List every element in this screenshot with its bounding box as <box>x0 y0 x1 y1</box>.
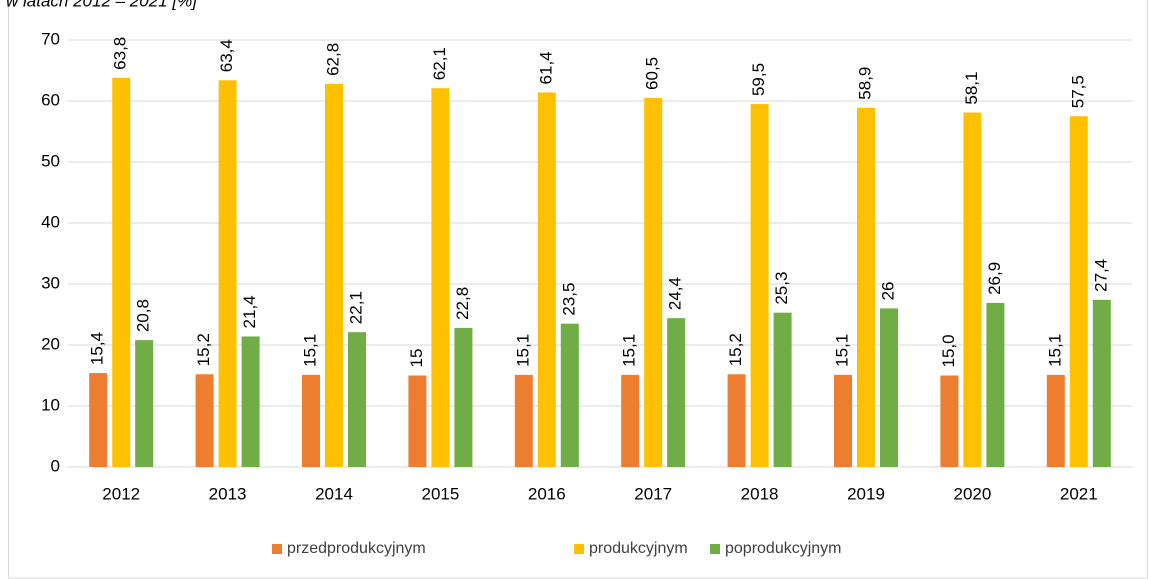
data-label: 62,1 <box>430 47 449 80</box>
bar <box>241 336 260 467</box>
bar <box>431 88 450 467</box>
bar <box>537 92 556 468</box>
bar <box>454 327 473 467</box>
bar <box>773 312 792 467</box>
chart-title: w latach 2012 – 2021 [%] <box>6 0 198 10</box>
bar <box>112 77 131 467</box>
bar <box>135 340 154 467</box>
bar <box>195 374 214 467</box>
data-label: 15,2 <box>194 333 213 366</box>
bar <box>621 374 640 467</box>
x-tick-label: 2018 <box>741 484 779 503</box>
data-label: 63,4 <box>217 39 236 72</box>
x-tick-label: 2019 <box>847 484 885 503</box>
y-tick-label: 0 <box>51 456 60 475</box>
data-label: 59,5 <box>749 63 768 96</box>
x-tick-label: 2014 <box>315 484 353 503</box>
bar <box>1069 116 1088 467</box>
legend-label: produkcyjnym <box>589 540 688 557</box>
data-label: 25,3 <box>772 272 791 305</box>
data-label: 63,8 <box>111 37 130 70</box>
bar <box>963 112 982 467</box>
x-tick-label: 2013 <box>209 484 247 503</box>
y-tick-label: 30 <box>41 273 60 292</box>
data-label: 15,1 <box>513 334 532 367</box>
x-tick-label: 2020 <box>953 484 991 503</box>
x-tick-label: 2017 <box>634 484 672 503</box>
y-tick-label: 50 <box>41 151 60 170</box>
data-label: 60,5 <box>643 57 662 90</box>
bar <box>408 375 427 467</box>
bar <box>218 80 237 467</box>
chart-frame <box>8 0 1148 579</box>
y-tick-label: 70 <box>41 29 60 48</box>
bar <box>89 373 108 467</box>
data-label: 21,4 <box>240 295 259 328</box>
x-tick-label: 2015 <box>421 484 459 503</box>
bar <box>560 323 579 467</box>
data-label: 27,4 <box>1091 259 1110 292</box>
data-label: 57,5 <box>1068 75 1087 108</box>
data-label: 15 <box>407 349 426 368</box>
data-label: 58,9 <box>855 67 874 100</box>
bar <box>514 374 533 467</box>
bar <box>644 97 663 467</box>
bar <box>727 374 746 467</box>
data-label: 15,4 <box>88 332 107 365</box>
data-label: 22,8 <box>453 287 472 320</box>
data-label: 58,1 <box>962 71 981 104</box>
data-label: 15,1 <box>300 334 319 367</box>
legend-marker <box>710 544 720 554</box>
data-label: 15,1 <box>620 334 639 367</box>
y-tick-label: 20 <box>41 334 60 353</box>
bar <box>986 302 1005 467</box>
bar <box>1092 299 1111 467</box>
data-label: 15,0 <box>939 334 958 367</box>
bar <box>940 375 959 467</box>
data-label: 62,8 <box>323 43 342 76</box>
bar <box>750 104 769 468</box>
y-tick-label: 60 <box>41 90 60 109</box>
legend-marker <box>574 544 584 554</box>
bar <box>1046 374 1065 467</box>
data-label: 15,1 <box>1045 334 1064 367</box>
bar <box>857 107 875 468</box>
legend-label: poprodukcyjnym <box>725 540 842 557</box>
data-label: 23,5 <box>559 283 578 316</box>
data-label: 61,4 <box>536 51 555 84</box>
x-tick-label: 2021 <box>1060 484 1098 503</box>
data-label: 24,4 <box>666 277 685 310</box>
x-tick-label: 2012 <box>102 484 140 503</box>
bar <box>834 374 852 467</box>
data-label: 26,9 <box>985 262 1004 295</box>
x-tick-label: 2016 <box>528 484 566 503</box>
bar <box>880 308 898 467</box>
data-label: 26 <box>878 281 897 300</box>
bar <box>325 83 343 468</box>
data-label: 15,2 <box>726 333 745 366</box>
data-label: 22,1 <box>346 291 365 324</box>
legend-label: przedprodukcyjnym <box>287 540 426 557</box>
bar <box>302 374 320 467</box>
legend-marker <box>272 544 282 554</box>
y-tick-label: 40 <box>41 212 60 231</box>
bar <box>667 318 686 467</box>
data-label: 20,8 <box>134 299 153 332</box>
y-tick-label: 10 <box>41 395 60 414</box>
data-label: 15,1 <box>832 334 851 367</box>
bar <box>348 332 366 467</box>
